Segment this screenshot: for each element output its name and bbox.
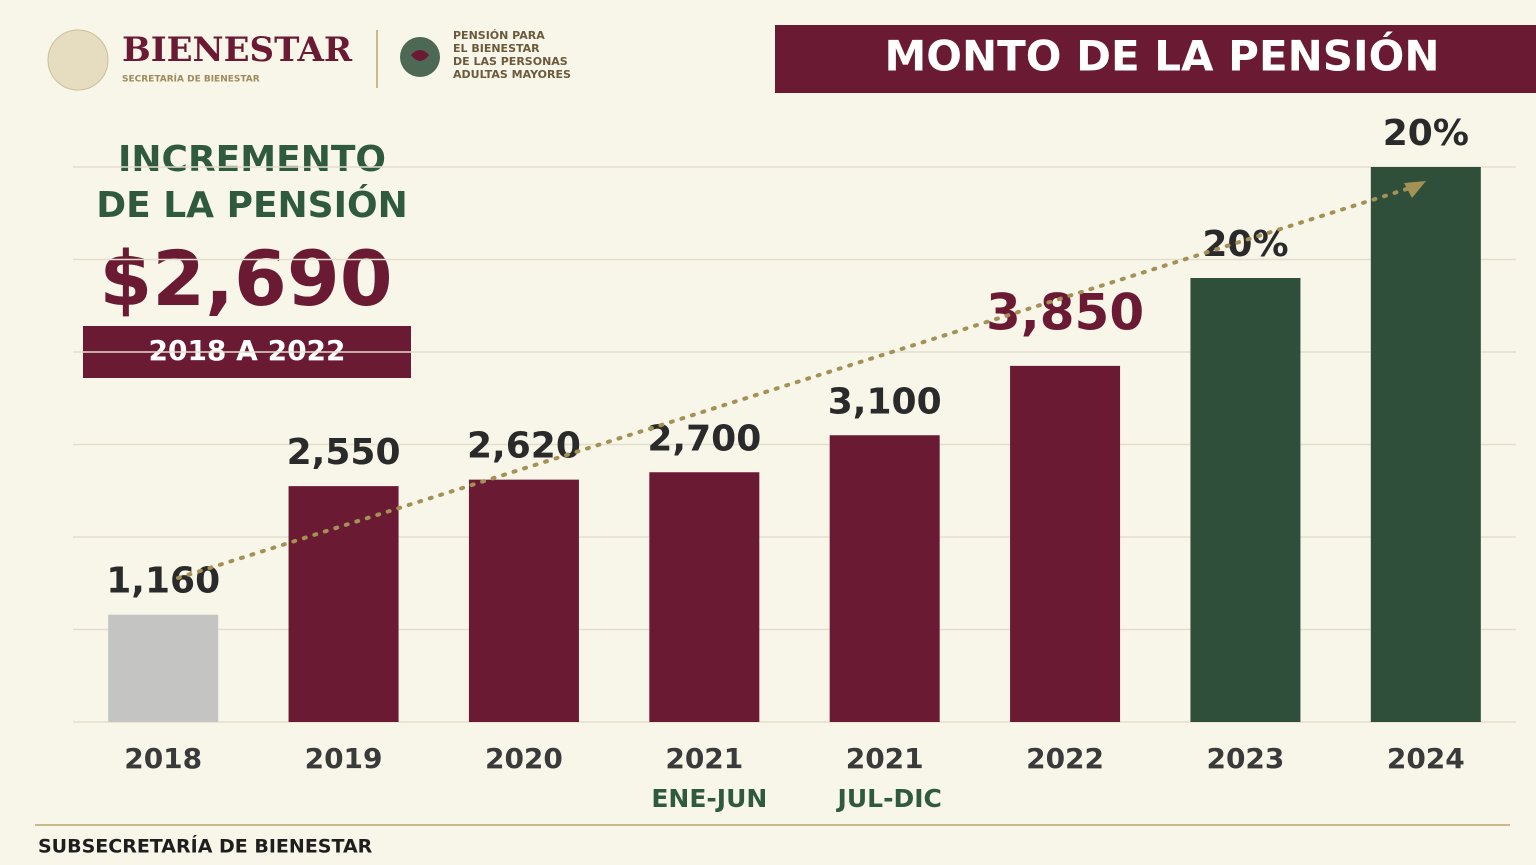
x-tick-label: 2021 (846, 742, 924, 775)
plot: 2018 1,160 2019 2,550 2020 2,620 2021 ENE-JUN 2,… (73, 113, 1516, 813)
bar (288, 486, 399, 722)
value-label: 2,620 (467, 426, 581, 467)
growth-label: 20% (1202, 224, 1288, 265)
bar (468, 479, 579, 722)
trend-line (176, 186, 1412, 580)
x-tick-label: 2019 (305, 742, 383, 775)
x-tick-label: 2024 (1387, 742, 1465, 775)
program-line: DE LAS PERSONAS (453, 55, 568, 68)
summary-heading: DE LA PENSIÓN (96, 184, 408, 226)
footer: SUBSECRETARÍA DE BIENESTAR (38, 835, 373, 858)
value-label: 2,700 (647, 418, 761, 459)
x-tick-label: 2022 (1026, 742, 1104, 775)
bar (1370, 167, 1481, 722)
x-tick-label: 2018 (124, 742, 202, 775)
x-tick-sublabel: JUL-DIC (836, 784, 942, 813)
brand: BIENESTAR (122, 30, 353, 70)
x-tick-label: 2020 (485, 742, 563, 775)
bar (1190, 278, 1301, 722)
x-tick-label: 2021 (665, 742, 743, 775)
seal (47, 29, 109, 91)
brand-sub: SECRETARÍA DE BIENESTAR (122, 73, 260, 85)
bar (649, 472, 760, 722)
value-label: 3,100 (828, 381, 942, 422)
bar (829, 435, 940, 722)
bar (108, 614, 219, 722)
x-tick-label: 2023 (1206, 742, 1284, 775)
program-line: ADULTAS MAYORES (453, 68, 571, 81)
growth-label: 20% (1383, 113, 1469, 154)
value-label: 2,550 (287, 432, 401, 473)
value-label: 1,160 (106, 561, 220, 602)
value-label: 3,850 (986, 283, 1144, 341)
summary-heading: INCREMENTO (118, 139, 386, 180)
x-tick-sublabel: ENE-JUN (651, 784, 767, 813)
chart-title: MONTO DE LA PENSIÓN (884, 31, 1439, 81)
program-line: EL BIENESTAR (453, 42, 540, 55)
summary-period: 2018 A 2022 (148, 334, 345, 367)
bar (1010, 365, 1121, 722)
trend-arrowhead (1404, 181, 1426, 198)
program-line: PENSIÓN PARA (453, 29, 545, 42)
program-heart (411, 50, 429, 61)
summary-amount: $2,690 (99, 234, 392, 323)
title-box (775, 25, 1536, 93)
